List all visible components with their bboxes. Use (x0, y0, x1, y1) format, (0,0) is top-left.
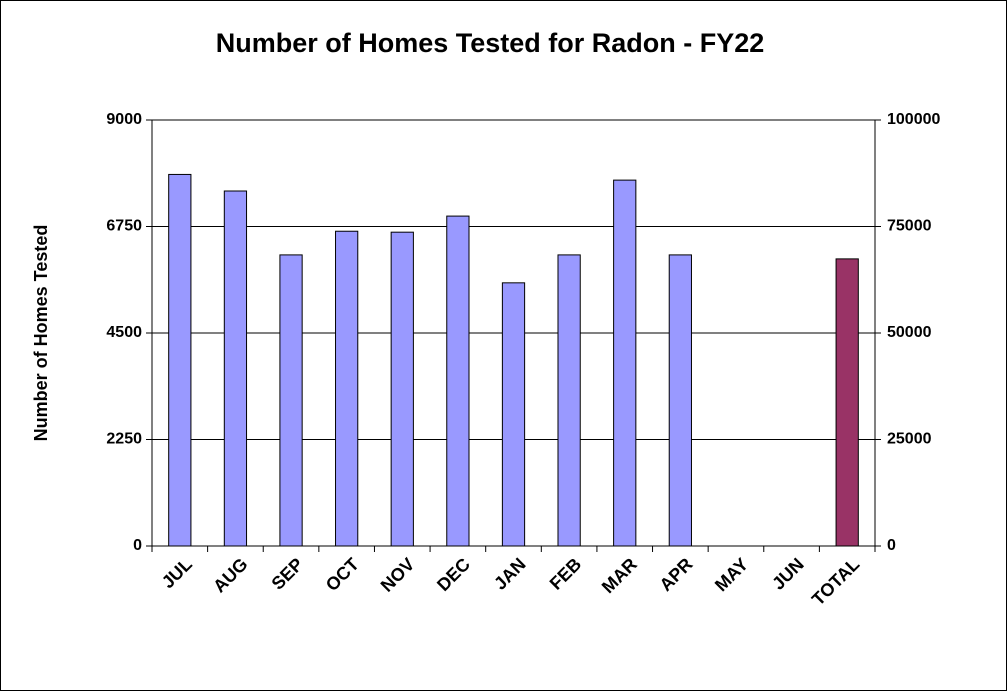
bar (279, 254, 303, 547)
bar (835, 258, 859, 547)
y2-tick-label: 100000 (887, 111, 940, 128)
bar (501, 282, 526, 547)
bar (613, 179, 637, 547)
y-axis-label: Number of Homes Tested (31, 225, 51, 442)
chart-title: Number of Homes Tested for Radon - FY22 (216, 28, 765, 58)
y2-tick-label: 0 (887, 537, 896, 554)
y-tick-label: 6750 (106, 218, 142, 235)
y2-tick-label: 50000 (887, 324, 932, 341)
bar (335, 230, 359, 547)
bar (390, 231, 414, 547)
y-tick-label: 9000 (106, 111, 142, 128)
bar (446, 215, 470, 547)
bar (557, 254, 581, 547)
y2-tick-label: 75000 (887, 218, 932, 235)
bar (223, 190, 248, 547)
y-tick-label: 2250 (106, 431, 142, 448)
y2-tick-label: 25000 (887, 431, 932, 448)
y-tick-label: 0 (133, 537, 142, 554)
bar (168, 173, 192, 547)
bar (668, 254, 692, 547)
y-tick-label: 4500 (106, 324, 142, 341)
